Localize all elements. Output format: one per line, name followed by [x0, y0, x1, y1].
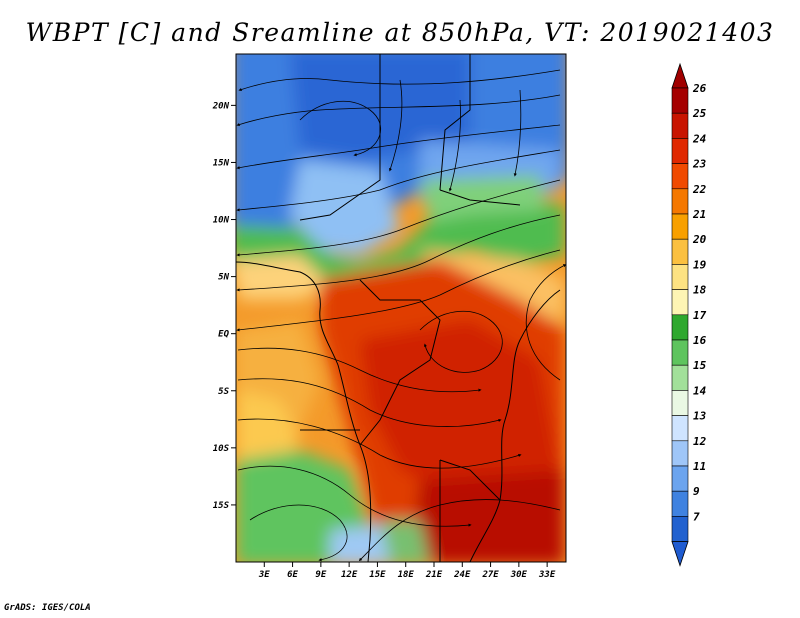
lat-label: 15S: [213, 501, 230, 511]
colorbar-segment: [671, 390, 689, 416]
lon-label: 27E: [481, 570, 499, 580]
colorbar: 26 25 24 23 22 21 20 19 18 17 16 15 14 13 12 11 9 7: [671, 62, 707, 567]
colorbar-segment: [671, 163, 689, 190]
lon-label: 12E: [341, 570, 358, 580]
lon-label: 6E: [287, 570, 298, 580]
lon-label: 24E: [453, 570, 471, 580]
colorbar-label: 18: [693, 284, 707, 297]
colorbar-label: 15: [693, 359, 707, 372]
map-figure: 20N 15N 10N 5N EQ 5S 10S 15S 3E 6E 9E 12E 15E 18E 21E…: [212, 53, 707, 580]
colorbar-under-arrow: [671, 541, 689, 567]
colorbar-label: 14: [693, 384, 707, 397]
grads-credit: GrADS: IGES/COLA: [4, 603, 91, 613]
lon-label: 9E: [315, 570, 326, 580]
colorbar-segment: [671, 490, 689, 517]
colorbar-label: 23: [692, 158, 707, 171]
colorbar-segment: [671, 415, 689, 442]
lat-label: 10S: [213, 444, 230, 454]
colorbar-segment: [671, 112, 689, 139]
lon-label: 3E: [258, 570, 270, 580]
colorbar-label: 22: [692, 183, 707, 196]
lat-label: 10N: [213, 216, 230, 226]
colorbar-segment: [671, 264, 689, 290]
map-frame: [235, 53, 567, 563]
colorbar-label: 17: [693, 309, 707, 322]
colorbar-label: 24: [692, 132, 707, 145]
lon-label: 33E: [538, 570, 556, 580]
lat-label: 5N: [218, 273, 229, 283]
colorbar-label: 20: [692, 233, 707, 246]
lon-axis: 3E 6E 9E 12E 15E 18E 21E 24E 27E 30E 33E: [258, 562, 556, 580]
lat-label: 5S: [218, 387, 229, 397]
colorbar-segment: [671, 188, 689, 215]
lon-label: 15E: [369, 570, 386, 580]
lon-label: 30E: [510, 570, 528, 580]
colorbar-label: 11: [693, 460, 706, 473]
colorbar-segment: [671, 138, 689, 164]
colorbar-label: 12: [693, 435, 707, 448]
lat-axis: 20N 15N 10N 5N EQ 5S 10S 15S: [212, 101, 236, 511]
colorbar-segment: [671, 440, 689, 467]
colorbar-segment: [671, 364, 689, 391]
lat-label: EQ: [218, 330, 229, 340]
colorbar-label: 7: [693, 510, 700, 523]
lat-label: 15N: [213, 158, 230, 168]
colorbar-label: 16: [693, 334, 707, 347]
colorbar-segment: [671, 213, 689, 240]
colorbar-label: 21: [692, 208, 706, 221]
colorbar-label: 25: [692, 107, 707, 120]
country-borders: [236, 54, 561, 562]
colorbar-over-arrow: [671, 62, 689, 89]
colorbar-label: 19: [693, 258, 707, 271]
lon-label: 18E: [398, 570, 415, 580]
colorbar-segment: [671, 516, 689, 542]
wbpt-shading: [236, 54, 566, 562]
colorbar-segment: [671, 314, 689, 341]
colorbar-segment: [671, 289, 689, 316]
map-title: WBPT [C] and Sreamline at 850hPa, VT: 20…: [25, 18, 775, 47]
colorbar-segment: [671, 339, 689, 366]
colorbar-segment: [671, 87, 689, 114]
colorbar-label: 13: [693, 410, 707, 423]
lon-label: 21E: [425, 570, 443, 580]
lat-label: 20N: [212, 101, 230, 111]
colorbar-segment: [671, 465, 689, 492]
colorbar-label: 26: [692, 82, 707, 95]
colorbar-segment: [671, 238, 689, 265]
colorbar-label: 9: [693, 485, 700, 498]
